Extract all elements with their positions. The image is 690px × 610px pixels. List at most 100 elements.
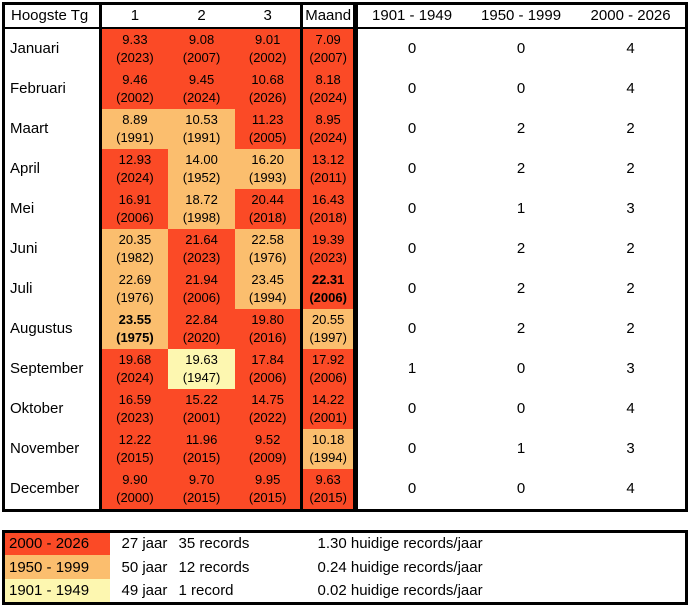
table-row: Februari 9.46 (2002) 9.45 (2024) 10.68 (… — [3, 68, 687, 109]
month-label: Juni — [3, 228, 102, 269]
cell-content: 21.94 (2006) — [168, 269, 235, 309]
cell-content: 17.84 (2006) — [235, 349, 300, 389]
record-year: (2023) — [116, 409, 154, 425]
maand-cell: 10.18 (1994) — [301, 428, 359, 469]
month-label: December — [3, 468, 102, 510]
legend-row: 1901 - 1949 49 jaar 1 record 0.02 huidig… — [3, 579, 687, 603]
record-value: 23.55 — [118, 311, 152, 327]
rank3-cell: 17.84 (2006) — [235, 348, 304, 389]
legend-records: 35 records — [178, 535, 250, 553]
cell-content: 8.89 (1991) — [102, 109, 168, 149]
count-1901-1949: 0 — [355, 228, 466, 269]
legend-rate: 0.24 huidige records/jaar — [317, 558, 483, 576]
record-year: (2007) — [182, 49, 221, 65]
cell-content: 12.93 (2024) — [102, 149, 168, 189]
cell-content: 9.01 (2002) — [235, 29, 300, 69]
record-value: 22.31 — [311, 271, 345, 287]
maand-cell: 13.12 (2011) — [301, 148, 359, 189]
record-value: 22.69 — [118, 271, 152, 287]
record-value: 8.89 — [122, 111, 148, 127]
count-1950-1999: 0 — [465, 348, 577, 389]
cell-content: 17.92 (2006) — [303, 349, 353, 389]
cell-content: 7.09 (2007) — [303, 29, 353, 69]
count-2000-2026: 4 — [576, 388, 687, 429]
record-year: (2023) — [309, 249, 347, 265]
cell-content: 8.95 (2024) — [303, 109, 353, 149]
record-value: 9.45 — [188, 71, 215, 87]
cell-content: 19.39 (2023) — [303, 229, 353, 269]
record-year: (2018) — [248, 209, 287, 225]
rank1-cell: 19.68 (2024) — [100, 348, 168, 389]
column-header-period-1950-1999: 1950 - 1999 — [465, 3, 577, 29]
rank2-cell: 10.53 (1991) — [167, 108, 236, 149]
count-2000-2026: 4 — [576, 468, 687, 510]
rank1-cell: 9.90 (2000) — [100, 468, 168, 510]
rank2-cell: 9.08 (2007) — [167, 27, 236, 69]
record-year: (1982) — [116, 249, 154, 265]
record-value: 9.52 — [255, 431, 281, 447]
record-value: 7.09 — [315, 31, 341, 47]
record-year: (2002) — [248, 49, 287, 65]
count-2000-2026: 2 — [576, 228, 687, 269]
count-1901-1949: 0 — [355, 68, 466, 109]
legend-years: 49 jaar — [121, 581, 168, 599]
cell-content: 19.80 (2016) — [235, 309, 300, 349]
count-1901-1949: 0 — [355, 27, 466, 69]
rank3-cell: 14.75 (2022) — [235, 388, 304, 429]
rank2-cell: 22.84 (2020) — [167, 308, 236, 349]
record-year: (1993) — [248, 169, 287, 185]
record-value: 9.63 — [315, 471, 341, 487]
record-year: (2018) — [309, 209, 347, 225]
record-value: 9.90 — [122, 471, 148, 487]
record-value: 19.63 — [185, 351, 218, 367]
record-year: (1997) — [309, 329, 347, 345]
cell-content: 20.44 (2018) — [235, 189, 300, 229]
cell-content: 8.18 (2024) — [303, 69, 353, 109]
cell-content: 22.31 (2006) — [303, 269, 353, 309]
record-year: (2006) — [309, 369, 347, 385]
cell-content: 20.55 (1997) — [303, 309, 353, 349]
record-value: 19.80 — [251, 311, 284, 327]
record-value: 9.01 — [255, 31, 281, 47]
legend-records: 12 records — [178, 558, 250, 576]
legend-years: 27 jaar — [121, 535, 168, 553]
record-value: 10.53 — [185, 111, 218, 127]
cell-content: 14.75 (2022) — [235, 389, 300, 429]
legend-period-swatch: 1950 - 1999 — [3, 555, 110, 579]
record-year: (2022) — [248, 409, 287, 425]
rank1-cell: 23.55 (1975) — [100, 308, 168, 349]
record-value: 10.18 — [311, 431, 345, 447]
maand-cell: 8.18 (2024) — [301, 68, 359, 109]
month-label: Maart — [3, 108, 102, 149]
count-1950-1999: 0 — [465, 68, 577, 109]
record-value: 14.00 — [185, 151, 218, 167]
cell-content: 11.23 (2005) — [235, 109, 300, 149]
legend-period-swatch: 2000 - 2026 — [3, 531, 110, 555]
maand-cell: 20.55 (1997) — [301, 308, 359, 349]
record-year: (2015) — [182, 449, 221, 465]
cell-content: 9.46 (2002) — [102, 69, 168, 109]
table-row: Augustus 23.55 (1975) 22.84 (2020) 19.80… — [3, 308, 687, 349]
count-1950-1999: 2 — [465, 268, 577, 309]
month-label: Mei — [3, 188, 102, 229]
record-year: (2024) — [116, 169, 154, 185]
record-value: 12.93 — [118, 151, 152, 167]
count-2000-2026: 2 — [576, 268, 687, 309]
table-row: Mei 16.91 (2006) 18.72 (1998) 20.44 (201… — [3, 188, 687, 229]
record-year: (1994) — [248, 289, 287, 305]
record-value: 9.08 — [188, 31, 215, 47]
cell-content: 9.45 (2024) — [168, 69, 235, 109]
record-value: 23.45 — [251, 271, 284, 287]
month-label: Januari — [3, 27, 102, 69]
table-row: Oktober 16.59 (2023) 15.22 (2001) 14.75 … — [3, 388, 687, 429]
month-label: April — [3, 148, 102, 189]
count-1950-1999: 0 — [465, 388, 577, 429]
record-value: 19.39 — [311, 231, 345, 247]
cell-content: 19.68 (2024) — [102, 349, 168, 389]
cell-content: 13.12 (2011) — [303, 149, 353, 189]
count-2000-2026: 2 — [576, 148, 687, 189]
record-year: (1952) — [182, 169, 221, 185]
record-value: 10.68 — [251, 71, 284, 87]
rank2-cell: 11.96 (2015) — [167, 428, 236, 469]
record-year: (2007) — [309, 49, 347, 65]
